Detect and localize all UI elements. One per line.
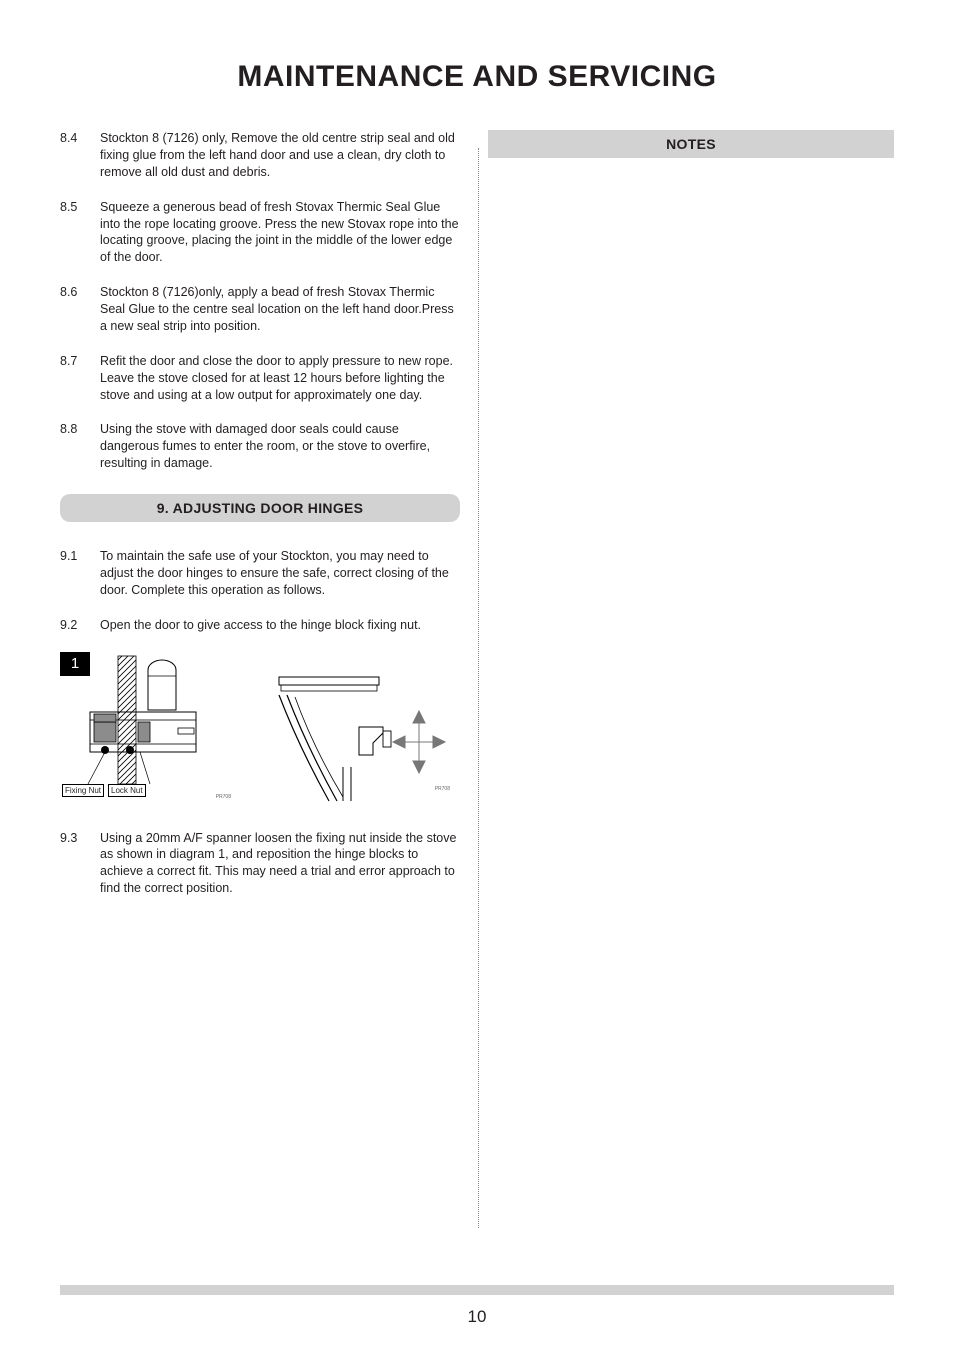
diagram-ref-1: PR708 bbox=[216, 794, 231, 800]
diagram-row: 1 bbox=[60, 652, 460, 812]
label-fixing-nut: Fixing Nut bbox=[62, 784, 104, 797]
paragraph-number: 8.6 bbox=[60, 284, 100, 335]
paragraph: 9.3Using a 20mm A/F spanner loosen the f… bbox=[60, 830, 460, 898]
paragraph-body: Refit the door and close the door to app… bbox=[100, 353, 460, 404]
paragraph: 8.6Stockton 8 (7126)only, apply a bead o… bbox=[60, 284, 460, 335]
page-title: MAINTENANCE AND SERVICING bbox=[60, 60, 894, 94]
notes-heading: NOTES bbox=[488, 130, 894, 158]
page: MAINTENANCE AND SERVICING 8.4Stockton 8 … bbox=[0, 0, 954, 915]
paragraph: 8.8Using the stove with damaged door sea… bbox=[60, 421, 460, 472]
diagram-badge: 1 bbox=[60, 652, 90, 676]
diagram-ref-2: PR708 bbox=[435, 786, 450, 792]
section-9-heading: 9. ADJUSTING DOOR HINGES bbox=[60, 494, 460, 522]
paragraph: 8.4Stockton 8 (7126) only, Remove the ol… bbox=[60, 130, 460, 181]
paragraph-number: 9.2 bbox=[60, 617, 100, 634]
paragraph-number: 8.5 bbox=[60, 199, 100, 267]
right-column: NOTES bbox=[488, 130, 894, 915]
left-column: 8.4Stockton 8 (7126) only, Remove the ol… bbox=[60, 130, 460, 915]
paragraph: 8.7Refit the door and close the door to … bbox=[60, 353, 460, 404]
paragraph-number: 9.1 bbox=[60, 548, 100, 599]
diagram-1: 1 bbox=[60, 652, 235, 812]
paragraph-body: Using a 20mm A/F spanner loosen the fixi… bbox=[100, 830, 460, 898]
diagram-2: PR708 bbox=[259, 667, 454, 812]
paragraph: 8.5Squeeze a generous bead of fresh Stov… bbox=[60, 199, 460, 267]
paragraph-body: Stockton 8 (7126) only, Remove the old c… bbox=[100, 130, 460, 181]
paragraph-number: 8.8 bbox=[60, 421, 100, 472]
door-adjust-svg bbox=[259, 667, 454, 807]
paragraph-number: 8.4 bbox=[60, 130, 100, 181]
label-lock-nut: Lock Nut bbox=[108, 784, 146, 797]
page-number: 10 bbox=[0, 1307, 954, 1327]
footer-bar bbox=[60, 1285, 894, 1295]
paragraph-number: 8.7 bbox=[60, 353, 100, 404]
paragraph: 9.1To maintain the safe use of your Stoc… bbox=[60, 548, 460, 599]
paragraph-body: Stockton 8 (7126)only, apply a bead of f… bbox=[100, 284, 460, 335]
column-divider bbox=[478, 148, 479, 1228]
columns: 8.4Stockton 8 (7126) only, Remove the ol… bbox=[60, 130, 894, 915]
paragraph-body: To maintain the safe use of your Stockto… bbox=[100, 548, 460, 599]
paragraph-number: 9.3 bbox=[60, 830, 100, 898]
paragraph: 9.2Open the door to give access to the h… bbox=[60, 617, 460, 634]
paragraph-body: Using the stove with damaged door seals … bbox=[100, 421, 460, 472]
paragraph-body: Open the door to give access to the hing… bbox=[100, 617, 460, 634]
paragraph-body: Squeeze a generous bead of fresh Stovax … bbox=[100, 199, 460, 267]
